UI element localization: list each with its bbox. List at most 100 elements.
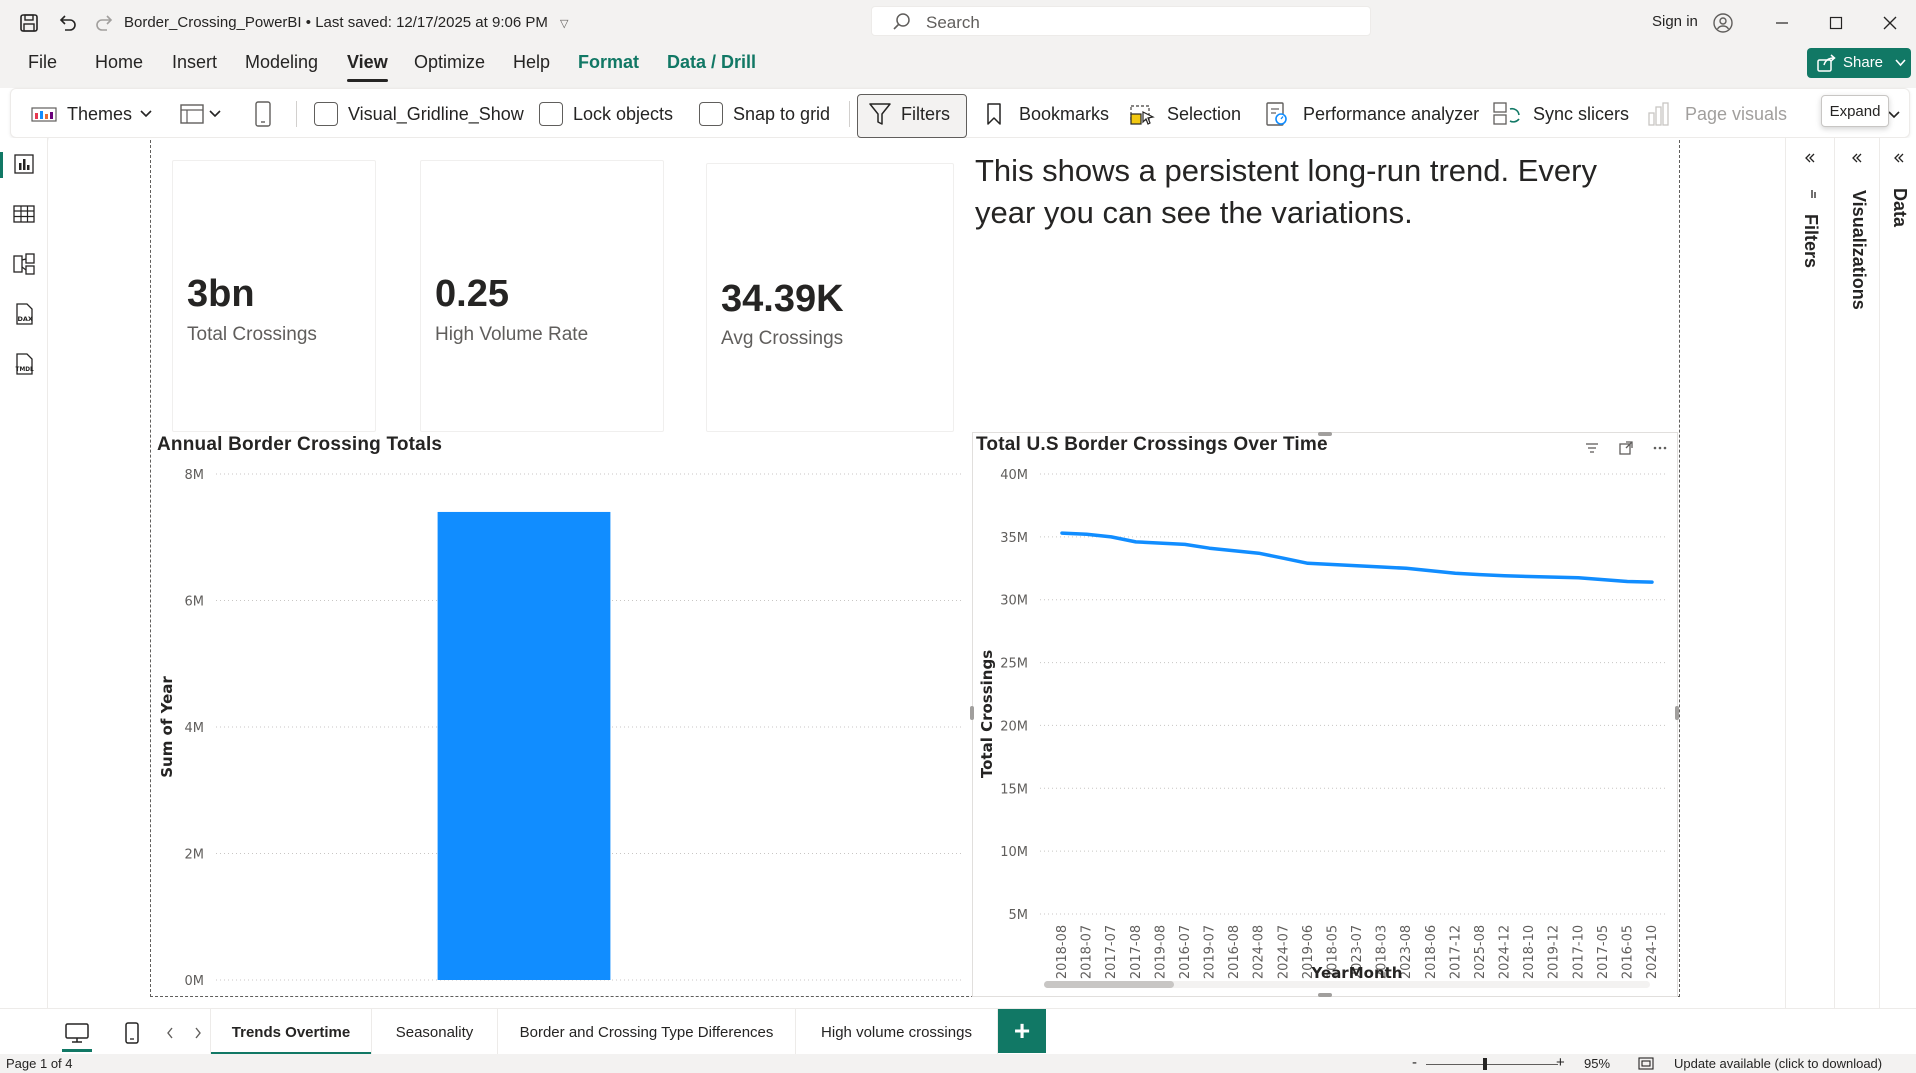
x-tick-label: 2019-06: [1301, 925, 1316, 979]
page-tab-trends-overtime[interactable]: Trends Overtime: [210, 1009, 372, 1055]
tab-format[interactable]: Format: [578, 52, 640, 72]
maximize-icon[interactable]: [1816, 8, 1856, 38]
document-title[interactable]: Border_Crossing_PowerBI • Last saved: 12…: [124, 14, 569, 31]
fit-to-page-icon[interactable]: [1638, 1057, 1654, 1070]
chevron-down-icon[interactable]: ▽: [560, 18, 569, 30]
add-page-button[interactable]: +: [998, 1009, 1046, 1053]
zoom-slider-thumb[interactable]: [1483, 1058, 1487, 1070]
zoom-in-button[interactable]: +: [1556, 1054, 1565, 1071]
page-view-button[interactable]: [179, 89, 221, 139]
expand-chevron-icon[interactable]: [1851, 152, 1863, 164]
tab-data-drill[interactable]: Data / Drill: [667, 52, 757, 72]
kpi-card-total-crossings[interactable]: 3bn Total Crossings: [172, 160, 376, 432]
visualizations-pane-label: Visualizations: [1849, 190, 1869, 310]
ribbon-separator: [849, 101, 850, 127]
selection-button[interactable]: Selection: [1129, 89, 1241, 139]
x-tick-label: 2018-03: [1375, 925, 1390, 979]
minimize-icon[interactable]: [1762, 8, 1802, 38]
resize-handle[interactable]: [1675, 706, 1679, 720]
redo-icon[interactable]: [92, 10, 118, 36]
sync-slicers-button[interactable]: Sync slicers: [1493, 89, 1629, 139]
right-panes: Filters Visualizations Data: [1785, 138, 1916, 1008]
themes-button[interactable]: Themes: [31, 89, 152, 139]
page-tab-seasonality[interactable]: Seasonality: [372, 1009, 498, 1055]
filters-button[interactable]: [857, 94, 967, 138]
model-view-icon[interactable]: [12, 252, 36, 276]
table-view-icon[interactable]: [12, 202, 36, 226]
share-button[interactable]: Share: [1807, 48, 1911, 78]
mobile-layout-button[interactable]: [254, 89, 272, 139]
x-tick-label: 2024-12: [1498, 925, 1513, 979]
sign-in-link[interactable]: Sign in: [1652, 13, 1698, 30]
expand-chevron-icon[interactable]: [1893, 152, 1905, 164]
search-input[interactable]: Search: [871, 6, 1371, 36]
more-options-icon[interactable]: [1652, 440, 1668, 456]
narrative-text[interactable]: This shows a persistent long-run trend. …: [975, 153, 1597, 230]
page-visuals-button: Page visuals: [1647, 89, 1787, 139]
mobile-layout-icon[interactable]: [124, 1021, 140, 1045]
lock-objects-label: Lock objects: [573, 103, 674, 124]
bar-chart[interactable]: 0M 2M 4M 6M 8M Sum of Year: [150, 460, 970, 990]
user-icon[interactable]: [1710, 10, 1736, 36]
update-available-link[interactable]: Update available (click to download): [1674, 1056, 1883, 1071]
scrollbar-thumb[interactable]: [1044, 981, 1174, 988]
title-separator-dot: •: [305, 14, 316, 31]
chevron-left-icon[interactable]: [166, 1027, 174, 1039]
desktop-layout-icon[interactable]: [64, 1021, 90, 1045]
tab-home[interactable]: Home: [95, 52, 144, 72]
file-name: Border_Crossing_PowerBI: [124, 14, 302, 31]
search-placeholder: Search: [926, 13, 980, 32]
x-tick-label: 2017-05: [1596, 925, 1611, 979]
active-indicator: [62, 1049, 92, 1052]
performance-analyzer-button[interactable]: Performance analyzer: [1265, 89, 1479, 139]
lock-objects-checkbox[interactable]: Lock objects: [539, 89, 673, 139]
y-tick-label: 6M: [185, 595, 205, 610]
filters-button-content[interactable]: Filters: [869, 89, 950, 139]
bookmark-icon: [987, 103, 1001, 125]
tab-optimize[interactable]: Optimize: [414, 52, 486, 72]
kpi-card-avg-crossings[interactable]: 34.39K Avg Crossings: [706, 163, 954, 432]
tmdl-view-icon[interactable]: TMDL: [12, 352, 36, 376]
x-tick-label: 2024-08: [1252, 925, 1267, 979]
resize-handle[interactable]: [1318, 432, 1332, 436]
close-icon[interactable]: [1870, 8, 1910, 38]
kpi-label: High Volume Rate: [435, 324, 589, 345]
share-icon: [1817, 54, 1836, 72]
tab-view[interactable]: View: [347, 52, 388, 82]
tab-help[interactable]: Help: [513, 52, 551, 72]
filters-pane-collapsed[interactable]: Filters: [1786, 138, 1834, 1008]
undo-icon[interactable]: [54, 10, 80, 36]
zoom-level[interactable]: 95%: [1584, 1056, 1611, 1071]
data-pane-collapsed[interactable]: Data: [1879, 138, 1916, 1008]
x-tick-label: 2018-08: [1055, 925, 1070, 979]
resize-handle[interactable]: [1318, 993, 1332, 997]
tab-file[interactable]: File: [28, 52, 58, 72]
dax-query-icon[interactable]: DAX: [12, 302, 36, 326]
tab-insert[interactable]: Insert: [172, 52, 218, 72]
save-icon[interactable]: [16, 10, 42, 36]
page-tab-high-volume[interactable]: High volume crossings: [796, 1009, 998, 1055]
expand-chevron-icon[interactable]: [1804, 152, 1816, 164]
report-view-icon[interactable]: [12, 152, 36, 176]
line-chart[interactable]: 5M 10M 15M 20M 25M 30M 35M 40M 2018-08 2018-07 201…: [972, 460, 1678, 997]
chevron-down-icon[interactable]: [1888, 111, 1900, 119]
gridline-checkbox[interactable]: Visual_Gridline_Show: [314, 89, 524, 139]
resize-handle[interactable]: [970, 706, 974, 720]
visualizations-pane-collapsed[interactable]: Visualizations: [1834, 138, 1879, 1008]
checkbox-box[interactable]: [314, 102, 338, 126]
tab-modeling[interactable]: Modeling: [245, 52, 319, 72]
kpi-card-high-volume-rate[interactable]: 0.25 High Volume Rate: [420, 160, 664, 432]
page-tab-border-crossing-type[interactable]: Border and Crossing Type Differences: [498, 1009, 796, 1055]
snap-to-grid-checkbox[interactable]: Snap to grid: [699, 89, 830, 139]
zoom-out-button[interactable]: -: [1412, 1054, 1417, 1071]
bookmarks-button[interactable]: Bookmarks: [985, 89, 1109, 139]
focus-mode-icon[interactable]: [1618, 440, 1634, 456]
zoom-slider[interactable]: [1426, 1064, 1558, 1065]
chevron-down-icon: [1895, 59, 1906, 67]
chevron-right-icon[interactable]: [194, 1027, 202, 1039]
y-tick-label: 2M: [185, 848, 205, 863]
checkbox-box[interactable]: [699, 102, 723, 126]
menu-bar: File Home Insert Modeling View Optimize …: [0, 46, 1916, 88]
checkbox-box[interactable]: [539, 102, 563, 126]
filter-icon[interactable]: [1584, 440, 1600, 456]
